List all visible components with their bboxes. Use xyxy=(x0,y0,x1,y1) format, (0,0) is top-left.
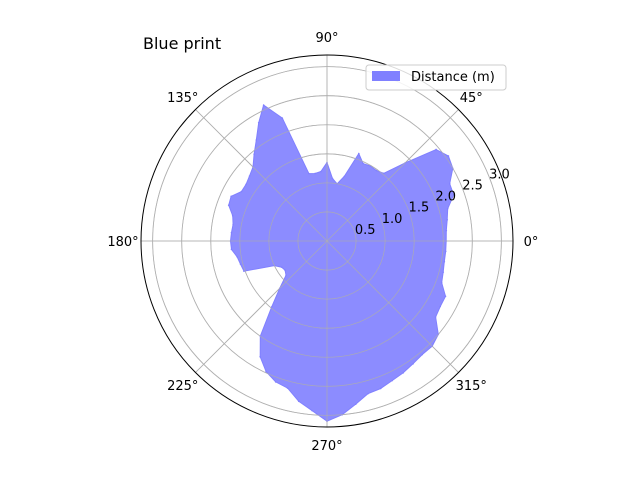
theta-gridline-overlay xyxy=(195,109,328,242)
data-point xyxy=(440,281,443,284)
data-point xyxy=(412,363,414,365)
polar-frame xyxy=(140,54,514,428)
data-point xyxy=(285,274,287,277)
theta-tick-label: 270° xyxy=(311,439,342,454)
data-point xyxy=(280,266,283,268)
data-point xyxy=(255,139,258,141)
theta-tick-label: 0° xyxy=(524,235,539,250)
data-point xyxy=(236,256,238,258)
data-point xyxy=(446,219,449,221)
data-point xyxy=(443,260,446,263)
data-point xyxy=(434,316,437,318)
data-point xyxy=(257,121,260,124)
data-point xyxy=(259,355,261,358)
data-point xyxy=(284,269,286,272)
data-point xyxy=(230,195,232,198)
data-point xyxy=(444,250,447,253)
r-tick-label: 1.5 xyxy=(409,201,430,216)
data-point xyxy=(248,175,251,177)
theta-tick-label: 315° xyxy=(456,379,487,394)
theta-tick-label: 225° xyxy=(167,379,198,394)
data-point xyxy=(343,175,346,178)
data-point xyxy=(354,403,357,405)
data-layer xyxy=(227,104,455,422)
theta-tick-label: 135° xyxy=(167,91,198,106)
data-point xyxy=(446,207,449,210)
data-point xyxy=(447,155,450,157)
data-point xyxy=(391,379,393,382)
data-point xyxy=(274,381,277,383)
data-point xyxy=(448,182,451,185)
r-tick-label: 0.5 xyxy=(355,223,376,238)
data-point xyxy=(231,214,234,217)
theta-gridline-overlay xyxy=(195,240,328,373)
theta-tick-label: 90° xyxy=(315,31,338,46)
data-point xyxy=(379,387,382,390)
data-point xyxy=(265,370,267,373)
overlay-layer xyxy=(140,54,514,428)
data-point xyxy=(308,172,310,175)
theta-tick-label: 180° xyxy=(107,235,138,250)
theta-gridline-overlay xyxy=(326,109,459,242)
data-point xyxy=(230,231,233,234)
data-point xyxy=(331,177,334,180)
label-layer: 0.5 1.0 1.5 2.0 2.5 3.0 0° 45° 90° 135° 180° 225° 27… xyxy=(107,31,538,454)
data-point xyxy=(314,172,316,175)
data-point xyxy=(239,263,242,265)
data-point xyxy=(286,387,289,389)
data-point xyxy=(445,229,448,232)
legend-swatch xyxy=(372,71,400,81)
data-point xyxy=(452,194,455,196)
data-point xyxy=(297,400,300,403)
data-point xyxy=(245,183,247,186)
data-point xyxy=(243,270,245,273)
r-tick-label: 3.0 xyxy=(489,167,510,182)
r-tick-label: 2.5 xyxy=(462,178,483,193)
theta-gridline-overlay xyxy=(326,240,459,373)
data-point xyxy=(281,117,284,119)
data-point xyxy=(270,306,273,308)
theta-tick-label: 45° xyxy=(460,91,483,106)
data-point xyxy=(232,223,234,226)
data-point xyxy=(362,162,364,165)
data-point xyxy=(435,148,437,151)
data-point xyxy=(402,372,404,374)
data-point xyxy=(262,104,265,106)
data-point xyxy=(311,409,313,412)
legend-box xyxy=(365,64,507,91)
data-point xyxy=(442,271,445,273)
data-point xyxy=(240,190,243,193)
data-point xyxy=(444,295,447,298)
r-tick-label: 2.0 xyxy=(435,190,456,205)
data-point xyxy=(375,169,378,172)
data-point xyxy=(320,170,322,173)
data-point xyxy=(439,305,442,308)
r-tick-label: 1.0 xyxy=(382,212,403,227)
data-point xyxy=(421,353,424,356)
data-point xyxy=(382,172,385,175)
series-area-0 xyxy=(228,104,455,422)
data-point xyxy=(227,204,230,207)
data-point xyxy=(358,152,360,155)
data-point xyxy=(367,392,369,395)
chart-title: Blue print xyxy=(143,34,221,53)
data-point xyxy=(253,153,255,155)
legend-label: Distance (m) xyxy=(411,70,495,85)
data-point xyxy=(230,248,233,251)
legend: Distance (m) xyxy=(365,64,507,91)
